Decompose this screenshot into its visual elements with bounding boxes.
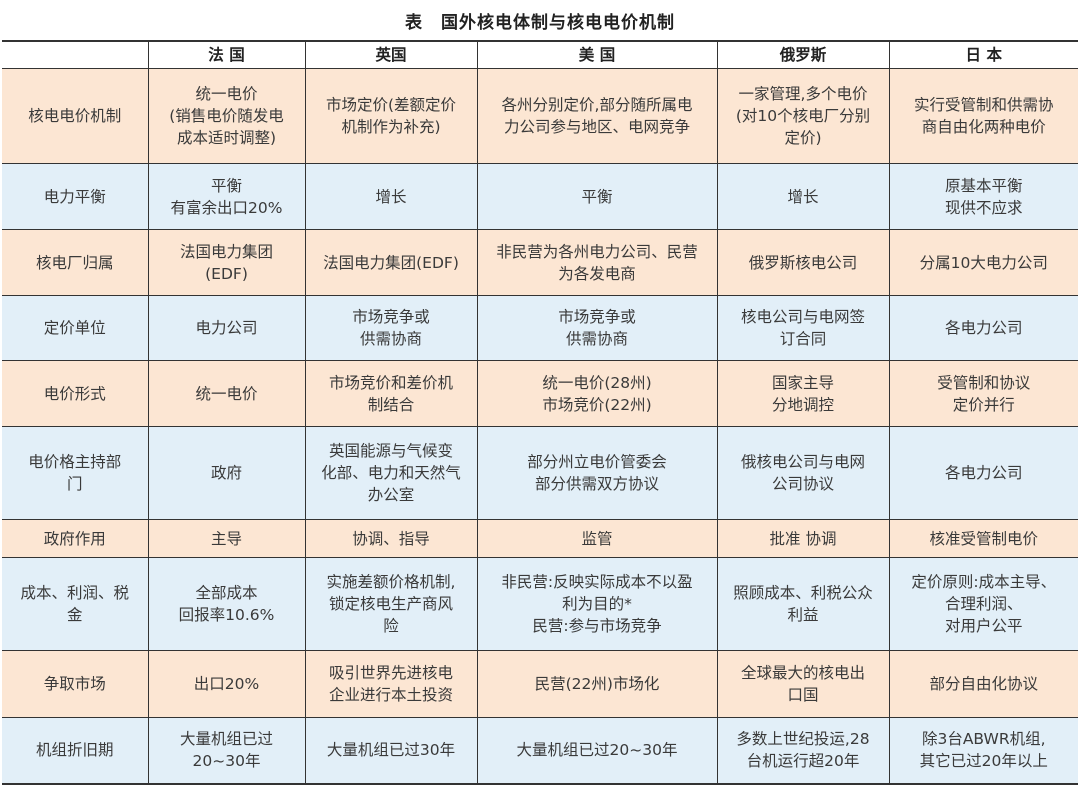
- header-row: 法 国英国美 国俄罗斯日 本: [2, 40, 1078, 69]
- cell-france: 政府: [147, 426, 306, 520]
- cell-france: 主导: [147, 519, 306, 558]
- cell-russia: 俄核电公司与电网 公司协议: [716, 426, 890, 520]
- cell-usa: 非民营为各州电力公司、民营 为各发电商: [476, 229, 718, 296]
- cell-japan: 原基本平衡 现供不应求: [888, 163, 1078, 230]
- cell-russia: 国家主导 分地调控: [716, 360, 890, 427]
- table-row: 电价格主持部 门政府 英国能源与气候变 化部、电力和天然气 办公室 部分州立电价管委…: [2, 426, 1078, 520]
- cell-japan: 除3台ABWR机组, 其它已过20年以上: [888, 717, 1078, 784]
- cell-usa: 非民营:反映实际成本不以盈 利为目的* 民营:参与市场竞争: [476, 557, 718, 651]
- cell-france: 电力公司: [147, 295, 306, 361]
- cell-uk: 增长: [304, 163, 478, 230]
- cell-uk: 法国电力集团(EDF): [304, 229, 478, 296]
- table-row: 电价形式 统一电价 市场竞价和差价机 制结合 统一电价(28州) 市场竞价(22州) 国…: [2, 360, 1078, 427]
- cell-uk: 大量机组已过30年: [304, 717, 478, 784]
- cell-france: 出口20%: [147, 650, 306, 718]
- table-row: 机组折旧期 大量机组已过 20~30年 大量机组已过30年 大量机组已过20~30年多…: [2, 717, 1078, 784]
- cell-row-label: 核电电价机制: [2, 68, 149, 164]
- cell-row-label: 成本、利润、税 金: [2, 557, 149, 651]
- cell-usa: 统一电价(28州) 市场竞价(22州): [476, 360, 718, 427]
- cell-row-label: 机组折旧期: [2, 717, 149, 784]
- cell-usa: 部分州立电价管委会 部分供需双方协议: [476, 426, 718, 520]
- cell-france: 法国电力集团 (EDF): [147, 229, 306, 296]
- cell-japan: 受管制和协议 定价并行: [888, 360, 1078, 427]
- cell-russia: 俄罗斯核电公司: [716, 229, 890, 296]
- table-row: 核电电价机制 统一电价 (销售电价随发电 成本适时调整) 市场定价(差额定价 机制作…: [2, 68, 1078, 164]
- cell-japan: 实行受管制和供需协 商自由化两种电价: [888, 68, 1078, 164]
- cell-uk: 英国能源与气候变 化部、电力和天然气 办公室: [304, 426, 478, 520]
- cell-russia: 全球最大的核电出 口国: [716, 650, 890, 718]
- cell-uk: 实施差额价格机制, 锁定核电生产商风 险: [304, 557, 478, 651]
- table-row: 定价单位 电力公司 市场竞争或 供需协商 市场竞争或 供需协商 核电公司与电网签 订合同…: [2, 295, 1078, 361]
- nuclear-power-pricing-table: 法 国英国美 国俄罗斯日 本 核电电价机制 统一电价 (销售电价随发电 成本适时调…: [2, 40, 1078, 785]
- cell-usa: 大量机组已过20~30年: [476, 717, 718, 784]
- header-france: 法 国: [147, 40, 306, 69]
- cell-row-label: 定价单位: [2, 295, 149, 361]
- table-row: 政府作用 主导 协调、指导 监管 批准 协调 核准受管制电价: [2, 519, 1078, 558]
- cell-russia: 批准 协调: [716, 519, 890, 558]
- table-row: 争取市场 出口20% 吸引世界先进核电 企业进行本土投资 民营(22州)市场化 全球最大…: [2, 650, 1078, 718]
- cell-uk: 协调、指导: [304, 519, 478, 558]
- table-row: 成本、利润、税 金全部成本 回报率10.6% 实施差额价格机制, 锁定核电生产商风…: [2, 557, 1078, 651]
- cell-japan: 各电力公司: [888, 426, 1078, 520]
- cell-usa: 各州分别定价,部分随所属电 力公司参与地区、电网竞争: [476, 68, 718, 164]
- cell-france: 平衡 有富余出口20%: [147, 163, 306, 230]
- cell-uk: 吸引世界先进核电 企业进行本土投资: [304, 650, 478, 718]
- header-russia: 俄罗斯: [716, 40, 890, 69]
- cell-row-label: 电价形式: [2, 360, 149, 427]
- cell-row-label: 核电厂归属: [2, 229, 149, 296]
- cell-usa: 监管: [476, 519, 718, 558]
- cell-russia: 照顾成本、利税公众 利益: [716, 557, 890, 651]
- cell-japan: 定价原则:成本主导、 合理利润、 对用户公平: [888, 557, 1078, 651]
- cell-japan: 部分自由化协议: [888, 650, 1078, 718]
- cell-russia: 增长: [716, 163, 890, 230]
- cell-russia: 多数上世纪投运,28 台机运行超20年: [716, 717, 890, 784]
- header-japan: 日 本: [888, 40, 1078, 69]
- cell-france: 全部成本 回报率10.6%: [147, 557, 306, 651]
- cell-japan: 分属10大电力公司: [888, 229, 1078, 296]
- cell-row-label: 电力平衡: [2, 163, 149, 230]
- cell-france: 统一电价 (销售电价随发电 成本适时调整): [147, 68, 306, 164]
- cell-row-label: 电价格主持部 门: [2, 426, 149, 520]
- cell-russia: 一家管理,多个电价 (对10个核电厂分别 定价): [716, 68, 890, 164]
- cell-row-label: 争取市场: [2, 650, 149, 718]
- cell-france: 统一电价: [147, 360, 306, 427]
- cell-uk: 市场竞争或 供需协商: [304, 295, 478, 361]
- table-title: 表 国外核电体制与核电电价机制: [405, 13, 675, 33]
- cell-usa: 平衡: [476, 163, 718, 230]
- cell-russia: 核电公司与电网签 订合同: [716, 295, 890, 361]
- header-uk: 英国: [304, 40, 478, 69]
- cell-uk: 市场定价(差额定价 机制作为补充): [304, 68, 478, 164]
- cell-row-label: 政府作用: [2, 519, 149, 558]
- table-row: 核电厂归属 法国电力集团 (EDF) 法国电力集团(EDF) 非民营为各州电力公司、民…: [2, 229, 1078, 296]
- header-usa: 美 国: [476, 40, 718, 69]
- cell-usa: 市场竞争或 供需协商: [476, 295, 718, 361]
- cell-france: 大量机组已过 20~30年: [147, 717, 306, 784]
- table-row: 电力平衡 平衡 有富余出口20% 增长 平衡 增长 原基本平衡 现供不应求: [2, 163, 1078, 230]
- cell-japan: 各电力公司: [888, 295, 1078, 361]
- cell-usa: 民营(22州)市场化: [476, 650, 718, 718]
- cell-japan: 核准受管制电价: [888, 519, 1078, 558]
- header-row-label: [2, 40, 149, 69]
- cell-uk: 市场竞价和差价机 制结合: [304, 360, 478, 427]
